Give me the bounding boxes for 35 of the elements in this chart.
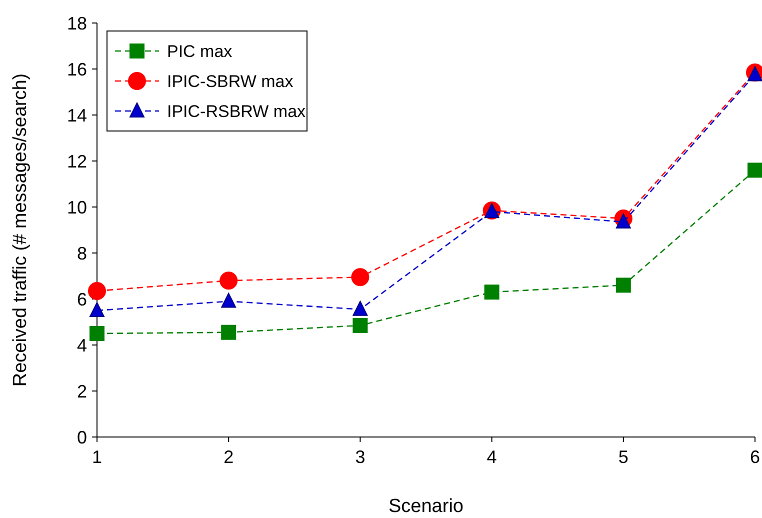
point — [221, 324, 236, 340]
y-tick-label: 12 — [66, 151, 87, 172]
point — [88, 282, 106, 300]
x-tick-label: 6 — [750, 447, 760, 467]
point — [616, 278, 631, 293]
point — [351, 268, 370, 286]
y-tick-label: 2 — [76, 381, 87, 402]
legend-label: PIC max — [167, 42, 233, 61]
point — [221, 292, 236, 308]
y-tick-label: 8 — [76, 243, 87, 264]
point — [90, 326, 104, 341]
y-tick-label: 10 — [66, 197, 87, 218]
x-tick-label: 1 — [92, 447, 102, 467]
legend-label: IPIC-RSBRW max — [167, 102, 306, 121]
point — [484, 284, 500, 300]
x-axis-title: Scenario — [388, 496, 464, 517]
x-tick-label: 4 — [486, 447, 497, 467]
y-tick-label: 4 — [76, 335, 87, 356]
point — [220, 272, 238, 290]
y-tick-label: 18 — [66, 13, 87, 34]
point — [748, 66, 762, 82]
legend-label: IPIC-SBRW max — [167, 72, 294, 91]
point — [352, 318, 368, 333]
x-tick-label: 2 — [224, 447, 234, 467]
y-tick-label: 16 — [66, 59, 87, 80]
point — [90, 302, 104, 317]
point — [748, 162, 762, 178]
y-tick-label: 6 — [76, 289, 87, 310]
point — [352, 300, 368, 316]
y-tick-label: 0 — [76, 427, 87, 448]
point — [616, 213, 631, 228]
x-tick-label: 5 — [618, 447, 628, 467]
x-tick-label: 3 — [355, 447, 366, 467]
y-axis-title: Received traffic (# messages/search) — [10, 73, 31, 387]
y-tick-label: 14 — [66, 105, 87, 126]
